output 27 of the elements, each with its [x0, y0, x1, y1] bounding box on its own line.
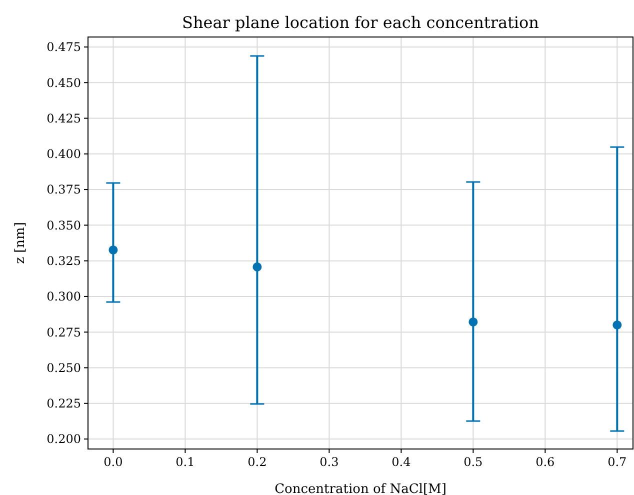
point: [612, 320, 622, 330]
y-tick-label: 0.375: [46, 182, 81, 197]
y-tick-label: 0.200: [46, 432, 81, 446]
y-tick-label: 0.425: [46, 111, 81, 126]
x-axis-title: Concentration of NaCl[M]: [274, 482, 446, 495]
y-tick-label: 0.450: [46, 76, 81, 90]
x-tick-label: 0.0: [104, 455, 123, 469]
x-tick-label: 0.2: [248, 455, 267, 469]
y-tick-label: 0.275: [46, 325, 81, 340]
point: [108, 245, 118, 254]
y-tick-label: 0.325: [46, 254, 81, 268]
x-tick-label: 0.4: [392, 455, 412, 469]
point: [468, 317, 478, 326]
y-axis-title: z [nm]: [13, 222, 28, 264]
point: [252, 262, 262, 272]
y-tick-label: 0.400: [46, 147, 81, 162]
x-tick-label: 0.5: [464, 455, 483, 469]
y-tick-label: 0.475: [46, 40, 81, 54]
x-tick-label: 0.7: [608, 455, 627, 469]
x-tick-label: 0.6: [536, 455, 555, 469]
y-tick-label: 0.350: [46, 218, 81, 232]
chart-title: Shear plane location for each concentration: [182, 13, 539, 32]
x-tick-label: 0.1: [176, 455, 195, 469]
y-tick-label: 0.250: [46, 360, 81, 375]
y-tick-label: 0.225: [46, 396, 81, 411]
x-tick-label: 0.3: [320, 455, 339, 469]
y-tick-label: 0.300: [46, 290, 81, 304]
